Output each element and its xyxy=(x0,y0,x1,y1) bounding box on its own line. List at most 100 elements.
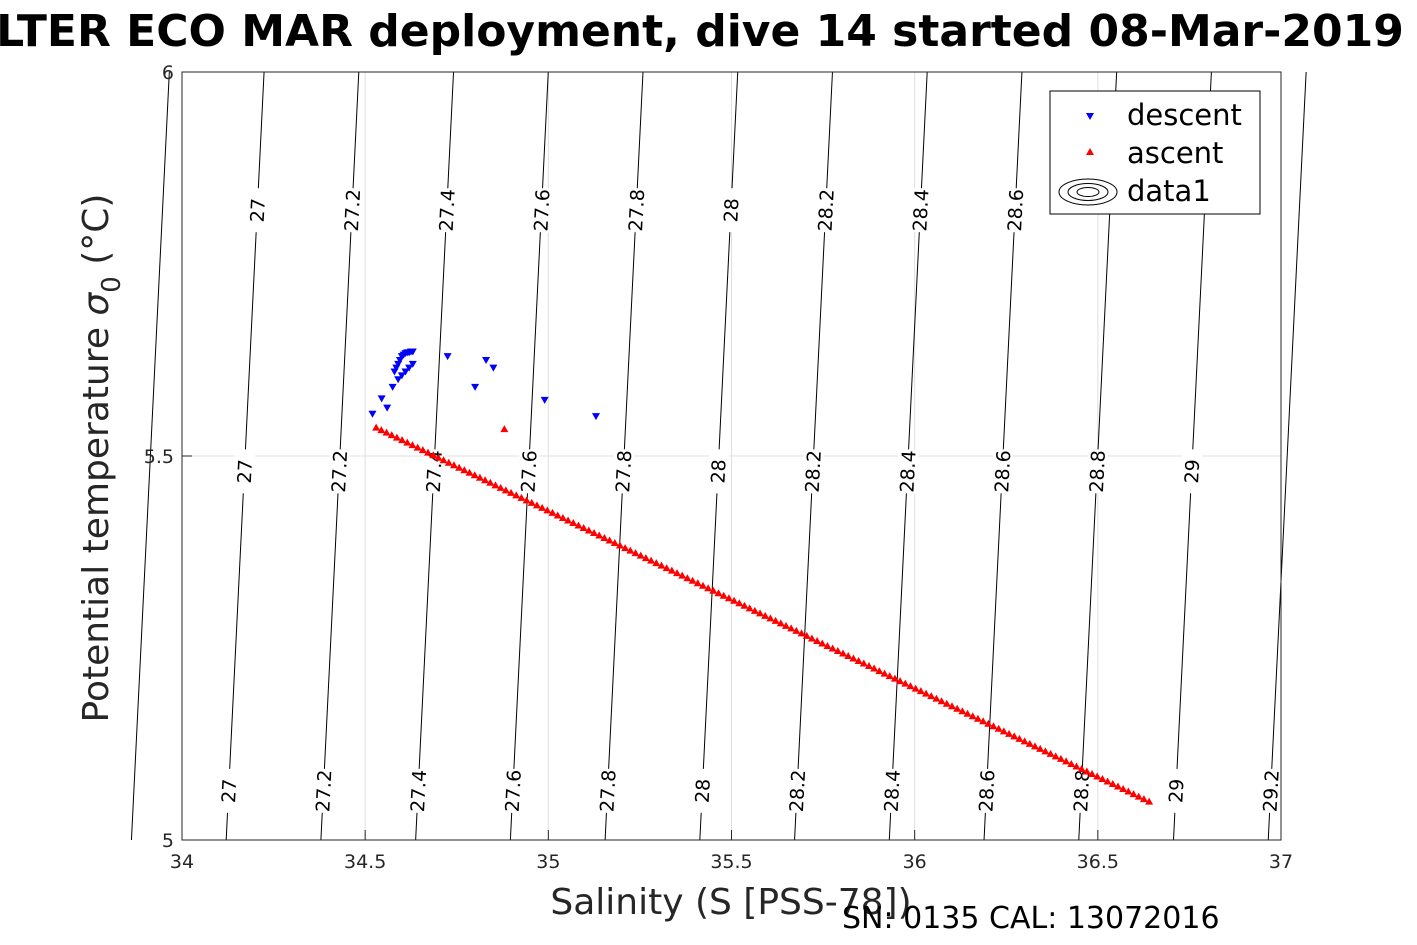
contour-label: 27.2 xyxy=(327,448,352,494)
ascent-point xyxy=(558,513,567,521)
ascent-point xyxy=(647,556,656,564)
ascent-point xyxy=(839,649,848,657)
ascent-point xyxy=(548,508,557,516)
contour-label: 28.2 xyxy=(801,448,826,494)
ascent-point xyxy=(859,659,868,667)
ascent-point xyxy=(626,546,635,554)
contour-label-text: 27 xyxy=(234,459,257,484)
contour-label-text: 29 xyxy=(1165,778,1188,803)
y-tick-label: 6 xyxy=(162,62,174,84)
contour-label-bg xyxy=(1070,768,1093,814)
legend-label-descent: descent xyxy=(1127,98,1242,132)
contour-label: 29 xyxy=(1164,768,1189,814)
descent-point xyxy=(397,372,406,380)
ascent-point xyxy=(1134,792,1143,800)
contour-label-bg xyxy=(1180,448,1203,494)
ascent-point xyxy=(1015,734,1024,742)
x-tick-label: 34.5 xyxy=(344,851,386,873)
contour-label: 28.4 xyxy=(896,448,921,494)
contour-label-bg xyxy=(691,768,714,814)
ascent-point xyxy=(382,428,391,436)
ascent-point xyxy=(984,719,993,727)
ascent-point xyxy=(636,551,645,559)
svg-text:Potential temperature σ0 (°C): Potential temperature σ0 (°C) xyxy=(76,194,127,723)
descent-point xyxy=(401,368,410,376)
descent-point xyxy=(405,364,414,372)
x-axis-ticks: 34 34.5 35 35.5 36 36.5 37 xyxy=(170,830,1293,873)
ascent-point xyxy=(880,669,889,677)
legend-label-data1: data1 xyxy=(1127,174,1211,208)
ascent-point xyxy=(527,498,536,506)
isopycnal-labels: 27 27.2 27.4 27.6 27.8 28 28.2 28.4 28.6 27 27.2 27… xyxy=(217,187,1284,814)
ascent-point xyxy=(1124,787,1133,795)
contour-label-text: 27.8 xyxy=(596,769,620,812)
contour-label: 27.6 xyxy=(517,448,542,494)
contour-label: 28.6 xyxy=(1003,187,1028,233)
contour-label: 28 xyxy=(691,768,715,814)
ascent-point xyxy=(1139,795,1148,803)
y-axis-label: Potential temperature σ0 (°C) xyxy=(76,194,127,723)
contour-label-text: 29.2 xyxy=(1260,769,1284,812)
ascent-point xyxy=(481,476,490,484)
contour-label: 28.8 xyxy=(1070,768,1094,814)
ascent-point xyxy=(724,594,733,602)
ascent-point xyxy=(953,704,962,712)
contour-label: 27.8 xyxy=(596,768,621,814)
ascent-point xyxy=(501,486,510,494)
ascent-point xyxy=(756,609,765,617)
ascent-point xyxy=(864,662,873,670)
contour-line xyxy=(1267,71,1307,841)
ascent-point xyxy=(662,564,671,572)
ascent-point xyxy=(693,579,702,587)
contour-label-text: 27.2 xyxy=(328,450,352,493)
ascent-point xyxy=(1088,769,1097,777)
ascent-point xyxy=(398,436,407,444)
contour-label: 27 xyxy=(246,187,270,233)
contour-label: 27.8 xyxy=(625,187,649,233)
contour-label: 27.4 xyxy=(406,768,431,814)
contour-label-bg xyxy=(991,448,1014,494)
descent-point xyxy=(388,383,397,391)
ascent-point xyxy=(600,534,609,542)
ascent-point xyxy=(1129,790,1138,798)
contour-label-bg xyxy=(896,448,919,494)
contour-label-bg xyxy=(233,448,256,494)
contour-label-text: 28.6 xyxy=(991,450,1015,493)
contour-label-bg xyxy=(625,187,648,233)
ascent-point xyxy=(500,425,509,433)
ascent-point xyxy=(460,466,469,474)
ascent-point xyxy=(418,446,427,454)
ascent-point xyxy=(496,483,505,491)
ascent-point xyxy=(403,438,412,446)
contour-label: 28.2 xyxy=(785,768,810,814)
ascent-point xyxy=(1082,767,1091,775)
legend-box xyxy=(1049,90,1261,215)
ascent-point xyxy=(698,581,707,589)
ascent-point xyxy=(922,689,931,697)
ascent-point xyxy=(507,488,516,496)
x-tick-label: 37 xyxy=(1269,851,1293,873)
contour-label-bg xyxy=(406,768,430,814)
ascent-point xyxy=(538,503,547,511)
ascent-point xyxy=(1056,754,1065,762)
contour-label: 27.2 xyxy=(312,768,336,814)
ascent-point xyxy=(579,523,588,531)
ascent-point xyxy=(584,526,593,534)
ascent-point xyxy=(958,707,967,715)
contour-label-bg xyxy=(880,768,903,814)
contour-label: 27.4 xyxy=(435,187,460,233)
ascent-point xyxy=(745,604,754,612)
contour-label-text: 27.8 xyxy=(625,189,649,232)
contour-label: 27.6 xyxy=(530,187,555,233)
descent-point xyxy=(591,413,600,421)
ascent-point xyxy=(590,529,599,537)
ascent-point xyxy=(896,677,905,685)
contour-label-text: 28.8 xyxy=(1086,450,1110,493)
ascent-point xyxy=(885,672,894,680)
contour-label: 28 xyxy=(706,448,731,494)
ascent-point xyxy=(610,539,619,547)
legend-marker-ascent xyxy=(1086,148,1094,155)
ascent-point xyxy=(683,574,692,582)
contour-label-text: 27.8 xyxy=(612,450,636,493)
contour-label: 28.8 xyxy=(1085,448,1110,494)
